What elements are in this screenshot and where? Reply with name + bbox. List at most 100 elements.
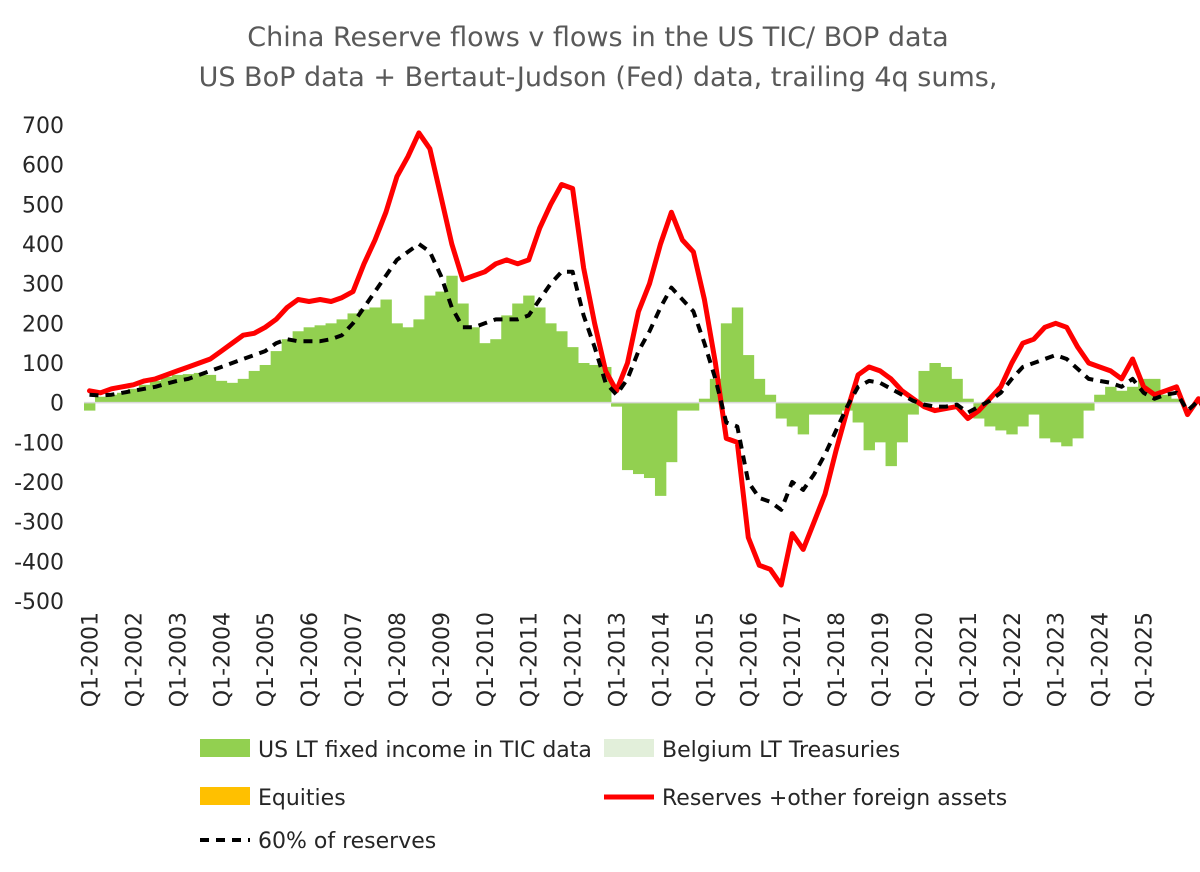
- legend-label: Reserves +other foreign assets: [662, 786, 1007, 811]
- x-tick-label: Q1-2004: [210, 612, 235, 707]
- x-tick-label: Q1-2022: [1001, 612, 1026, 707]
- bar-series-0: [1127, 386, 1139, 403]
- legend-label: Belgium LT Treasuries: [662, 738, 900, 763]
- x-tick-label: Q1-2009: [430, 612, 455, 707]
- bar-series-0: [1116, 390, 1128, 403]
- bar-series-0: [325, 323, 337, 403]
- bar-series-0: [742, 355, 755, 403]
- bar-series-0: [1006, 402, 1018, 435]
- bar-series-0: [336, 319, 348, 403]
- bar-series-0: [292, 331, 304, 403]
- bar-series-0: [676, 402, 689, 411]
- bar-series-0: [446, 275, 458, 403]
- bar-series-0: [907, 402, 919, 415]
- bars-layer: [84, 275, 1183, 496]
- bar-series-0: [600, 366, 612, 403]
- bar-series-0: [402, 327, 414, 403]
- bar-series-0: [962, 398, 974, 403]
- bar-series-0: [764, 394, 777, 403]
- bar-series-0: [127, 388, 140, 403]
- y-axis-ticks: 700 600 500 400 300 200 100 0 -100 -200 -300 -400 -5…: [14, 114, 64, 615]
- x-tick-label: Q1-2005: [254, 612, 279, 707]
- bar-series-0: [424, 295, 436, 403]
- x-tick-label: Q1-2021: [957, 612, 982, 707]
- bar-series-0: [1028, 402, 1040, 415]
- bar-series-0: [622, 402, 634, 471]
- bar-series-0: [896, 402, 908, 443]
- bar-series-0: [226, 382, 239, 403]
- legend-label: US LT fixed income in TIC data: [258, 738, 592, 763]
- bar-series-0: [1094, 394, 1106, 403]
- x-tick-label: Q1-2001: [78, 612, 103, 707]
- bar-series-0: [523, 295, 535, 403]
- bar-series-0: [380, 299, 392, 403]
- bar-series-0: [479, 343, 491, 403]
- bar-series-0: [281, 339, 294, 403]
- bar-series-0: [786, 402, 799, 427]
- legend-swatch: [200, 739, 250, 757]
- x-tick-label: Q1-2019: [869, 612, 894, 707]
- x-tick-label: Q1-2011: [518, 612, 543, 707]
- bar-series-0: [863, 402, 875, 451]
- bar-series-0: [94, 396, 107, 403]
- legend-swatch: [200, 787, 250, 805]
- y-tick-label: -100: [14, 431, 64, 456]
- x-tick-label: Q1-2012: [562, 612, 587, 707]
- bar-series-0: [918, 370, 930, 403]
- bar-series-0: [171, 374, 184, 403]
- bar-series-0: [105, 394, 118, 403]
- y-tick-label: 400: [22, 233, 64, 258]
- y-tick-label: -300: [14, 511, 64, 536]
- bar-series-0: [1061, 402, 1073, 447]
- bar-series-0: [995, 402, 1007, 431]
- y-tick-label: 200: [22, 312, 64, 337]
- bar-series-0: [874, 402, 886, 443]
- y-tick-label: 700: [22, 114, 64, 139]
- bar-series-0: [413, 319, 425, 403]
- bar-series-0: [149, 380, 162, 403]
- chart-title: China Reserve flows v flows in the US TI…: [247, 22, 948, 53]
- bar-series-0: [369, 307, 381, 403]
- x-tick-label: Q1-2002: [122, 612, 147, 707]
- y-tick-label: 500: [22, 193, 64, 218]
- bar-series-0: [775, 402, 788, 419]
- bar-series-0: [435, 291, 447, 403]
- bar-series-0: [984, 402, 996, 427]
- x-tick-label: Q1-2016: [737, 612, 762, 707]
- bar-series-0: [687, 402, 700, 411]
- x-tick-label: Q1-2003: [166, 612, 191, 707]
- legend-label: Equities: [258, 786, 346, 811]
- bar-series-0: [248, 370, 261, 403]
- bar-series-0: [1149, 378, 1161, 403]
- bar-series-0: [1171, 398, 1183, 403]
- x-tick-label: Q1-2007: [342, 612, 367, 707]
- bar-series-0: [545, 323, 557, 403]
- bar-series-0: [951, 378, 963, 403]
- bar-series-0: [182, 374, 195, 403]
- legend: US LT fixed income in TIC data Belgium LT…: [200, 738, 1007, 854]
- bar-series-0: [138, 384, 151, 403]
- bar-series-0: [654, 402, 667, 496]
- bar-series-0: [1072, 402, 1084, 439]
- bar-series-0: [567, 347, 579, 403]
- x-axis-ticks: Q1-2001 Q1-2002 Q1-2003 Q1-2004 Q1-2005 Q1-20…: [78, 612, 1157, 707]
- x-tick-label: Q1-2025: [1133, 612, 1158, 707]
- y-tick-label: 100: [22, 352, 64, 377]
- bar-series-0: [665, 402, 678, 463]
- bar-series-0: [116, 392, 129, 403]
- bar-series-0: [753, 378, 766, 403]
- bar-series-0: [852, 402, 864, 423]
- bar-series-0: [270, 351, 283, 403]
- bar-series-0: [193, 372, 206, 403]
- bar-series-0: [512, 303, 524, 403]
- bar-series-0: [709, 378, 722, 403]
- y-tick-label: -200: [14, 471, 64, 496]
- x-tick-label: Q1-2018: [825, 612, 850, 707]
- bar-series-0: [589, 364, 601, 403]
- bar-series-0: [358, 309, 370, 403]
- lines-layer: [87, 130, 1200, 588]
- bar-series-0: [1105, 386, 1117, 403]
- bar-series-0: [204, 374, 217, 403]
